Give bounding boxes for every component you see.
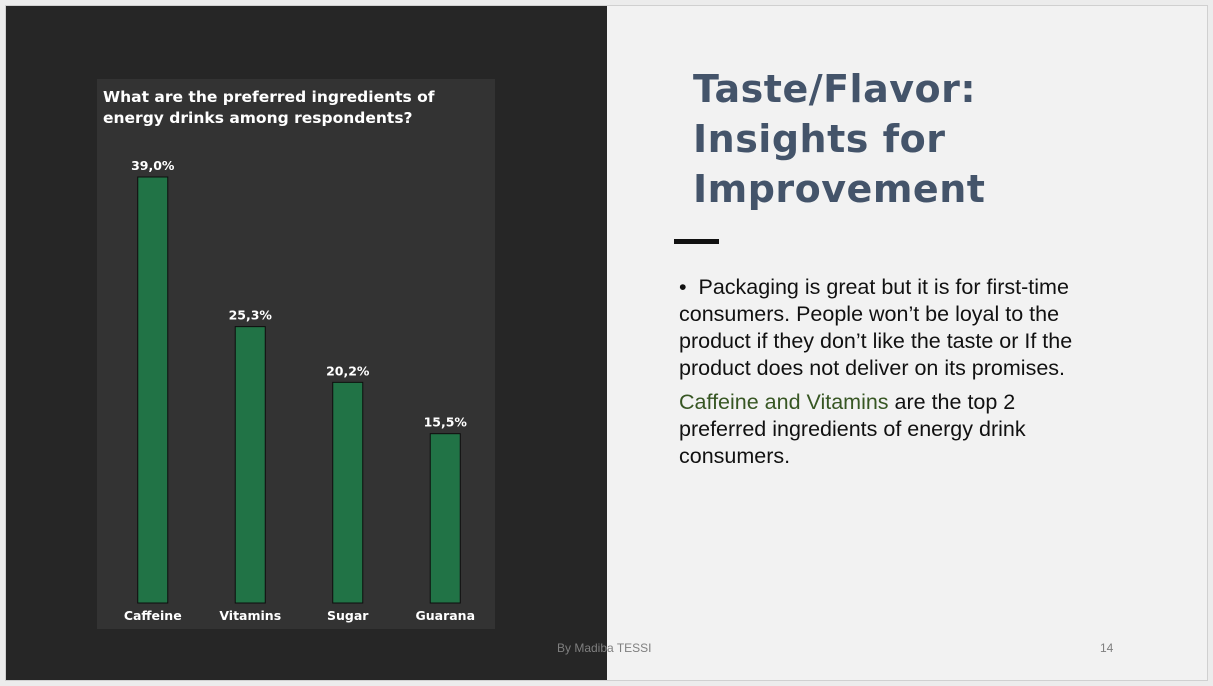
highlight-text: Caffeine and Vitamins: [679, 390, 889, 414]
footer-author: By Madiba TESSI: [557, 641, 652, 655]
bullet-text: Packaging is great but it is for first-t…: [679, 275, 1073, 380]
accent-divider: [674, 239, 719, 244]
conclusion-paragraph: Caffeine and Vitamins are the top 2 pref…: [679, 389, 1089, 470]
page-number: 14: [1100, 641, 1114, 655]
data-label: 15,5%: [424, 415, 468, 430]
data-label: 25,3%: [229, 308, 273, 323]
chart-title: What are the preferred ingredients of en…: [103, 88, 435, 127]
bar-sugar: [332, 381, 364, 604]
bullet-paragraph: • Packaging is great but it is for first…: [679, 274, 1089, 382]
slide: What are the preferred ingredients of en…: [6, 6, 1207, 680]
bar-caffeine: [137, 176, 169, 604]
bar-vitamins: [234, 326, 266, 604]
data-label: 39,0%: [131, 158, 175, 173]
chart-card: What are the preferred ingredients of en…: [97, 79, 495, 629]
body-text: • Packaging is great but it is for first…: [679, 274, 1089, 470]
category-label: Sugar: [327, 608, 369, 623]
category-label: Guarana: [415, 608, 475, 623]
conclusion-text: are the top 2 preferred ingredients of e…: [679, 390, 1026, 468]
data-label: 20,2%: [326, 363, 370, 378]
bullet-icon: •: [679, 275, 699, 299]
category-label: Vitamins: [219, 608, 281, 623]
category-label: Caffeine: [124, 608, 182, 623]
slide-title: Taste/Flavor: Insights for Improvement: [693, 67, 986, 211]
bar-chart: 39,0% Caffeine 25,3% Vitamins 20,2% Sugar 15,5…: [124, 158, 475, 623]
left-panel: What are the preferred ingredients of en…: [6, 6, 607, 680]
bar-guarana: [429, 433, 461, 604]
